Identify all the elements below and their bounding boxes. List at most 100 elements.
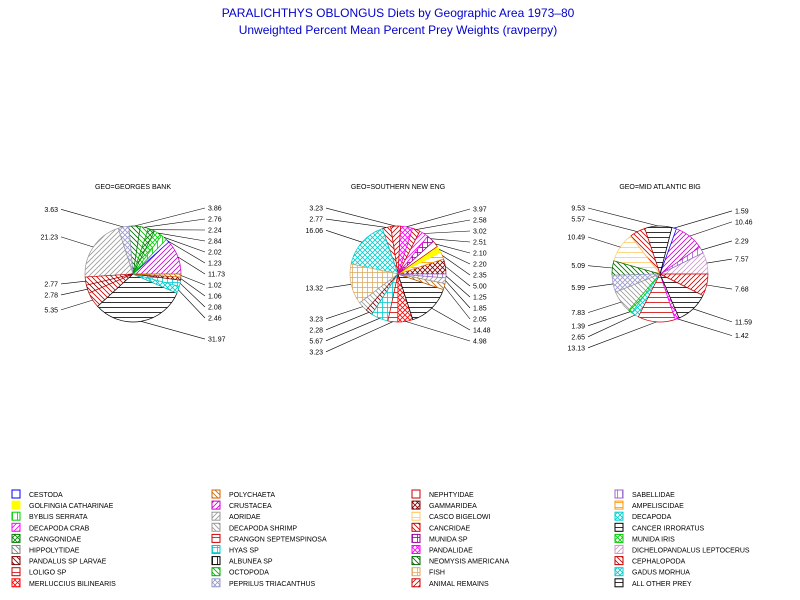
leader-line: [416, 219, 471, 230]
legend-item-cancridae: CANCRIDAE: [411, 522, 471, 532]
slice-value-label: 2.51: [473, 240, 487, 247]
pie-title: GEO=MID ATLANTIC BIG: [619, 184, 700, 191]
leader-line: [431, 307, 471, 331]
leader-line: [444, 286, 471, 320]
legend-swatch: [11, 578, 21, 588]
slice-value-label: 2.46: [208, 316, 222, 323]
legend-item-octopoda: OCTOPODA: [211, 567, 269, 577]
legend-item-neomysis-americana: NEOMYSIS AMERICANA: [411, 556, 509, 566]
slice-value-label: 3.02: [473, 229, 487, 236]
slice-value-label: 13.13: [567, 345, 585, 352]
legend-label: CRANGONIDAE: [29, 536, 81, 543]
legend-item-munida-iris: MUNIDA IRIS: [614, 533, 675, 543]
legend-swatch: [11, 522, 21, 532]
legend-label: GAMMARIDEA: [429, 503, 477, 510]
slice-value-label: 14.48: [473, 328, 491, 335]
slice-value-label: 11.59: [735, 319, 752, 326]
slice-value-label: 3.23: [309, 206, 323, 213]
leader-line: [140, 321, 206, 340]
legend-label: FISH: [429, 570, 445, 577]
leader-line: [692, 308, 733, 323]
legend-swatch: [614, 567, 624, 577]
legend-item-gammaridea: GAMMARIDEA: [411, 500, 477, 510]
slice-value-label: 2.08: [208, 305, 222, 312]
slice-value-label: 3.23: [309, 316, 323, 323]
leader-line: [587, 236, 621, 248]
legend-item-decapoda: DECAPODA: [614, 511, 672, 521]
slice-value-label: 1.39: [571, 323, 585, 330]
legend-label: GADUS MORHUA: [632, 570, 690, 577]
slice-value-label: 1.85: [473, 306, 487, 313]
legend-label: LOLIGO SP: [29, 570, 67, 577]
legend-label: SABELLIDAE: [632, 492, 675, 499]
slice-value-label: 11.73: [208, 272, 225, 279]
legend-label: CRUSTACEA: [229, 503, 272, 510]
leader-line: [445, 280, 471, 309]
leader-line: [438, 249, 471, 265]
legend-item-crangon-septemspinosa: CRANGON SEPTEMSPINOSA: [211, 533, 327, 543]
legend-swatch: [411, 533, 421, 543]
legend-item-hippolytidae: HIPPOLYTIDAE: [11, 545, 80, 555]
legend-swatch: [614, 511, 624, 521]
pie-slice-aoridae: [84, 227, 134, 278]
legend-item-pandalidae: PANDALIDAE: [411, 545, 473, 555]
legend-label: DECAPODA: [632, 514, 672, 521]
slice-value-label: 5.00: [473, 284, 487, 291]
legend-label: NEPHTYIDAE: [429, 492, 474, 499]
leader-line: [325, 306, 363, 320]
slice-value-label: 5.09: [571, 263, 585, 270]
slice-value-label: 5.57: [571, 217, 585, 224]
leader-line: [325, 284, 352, 289]
slice-value-label: 5.67: [309, 338, 323, 345]
chart-subtitle: Unweighted Percent Mean Percent Prey Wei…: [239, 23, 558, 37]
legend-label: CANCER IRRORATUS: [632, 525, 705, 532]
leader-line: [706, 284, 733, 290]
slice-value-label: 2.77: [309, 217, 323, 224]
slice-value-label: 10.49: [567, 234, 585, 241]
legend-label: MUNIDA IRIS: [632, 536, 675, 543]
legend-label: NEOMYSIS AMERICANA: [429, 559, 509, 566]
leader-line: [587, 265, 613, 269]
legend-swatch: [614, 533, 624, 543]
legend-swatch: [614, 500, 624, 510]
legend-label: HIPPOLYTIDAE: [29, 548, 80, 555]
legend: CESTODA GOLFINGIA CATHARINAE BYBLIS SERRAT…: [11, 489, 750, 588]
legend-label: PANDALUS SP LARVAE: [29, 559, 107, 566]
leader-line: [406, 208, 471, 228]
legend-swatch: [11, 545, 21, 554]
leader-line: [180, 275, 206, 286]
pie-slice-polychaeta: [132, 273, 182, 278]
leader-line: [134, 207, 206, 227]
legend-swatch: [11, 533, 21, 543]
slice-value-label: 2.84: [208, 239, 222, 246]
legend-item-polychaeta: POLYCHAETA: [211, 489, 275, 499]
legend-swatch: [411, 489, 421, 499]
legend-label: AMPELISCIDAE: [632, 503, 684, 510]
leader-line: [423, 230, 471, 234]
legend-label: CEPHALOPODA: [632, 559, 686, 566]
leader-line: [158, 232, 206, 242]
legend-label: DECAPODA SHRIMP: [229, 525, 297, 532]
legend-label: PEPRILUS TRIACANTHUS: [229, 581, 316, 588]
legend-swatch: [614, 545, 624, 554]
legend-label: OCTOPODA: [229, 570, 269, 577]
slice-value-label: 2.35: [473, 273, 487, 280]
legend-swatch: [411, 545, 421, 554]
pie-slice-sabellidae: [397, 273, 447, 279]
leader-line: [177, 256, 206, 275]
slice-value-label: 2.77: [44, 281, 58, 288]
leader-line: [677, 318, 733, 336]
pie-slice-all-other-prey: [97, 273, 178, 323]
legend-swatch: [211, 578, 221, 588]
leader-line: [701, 240, 733, 251]
legend-label: ALBUNEA SP: [229, 559, 273, 566]
legend-swatch: [411, 522, 421, 532]
legend-label: CRANGON SEPTEMSPINOSA: [229, 536, 327, 543]
legend-item-nephtyidae: NEPHTYIDAE: [411, 489, 474, 499]
legend-item-aoridae: AORIDAE: [211, 511, 261, 521]
slice-value-label: 3.23: [309, 349, 323, 356]
leader-line: [325, 218, 387, 228]
legend-swatch: [211, 567, 221, 577]
legend-label: CASCO BIGELOWI: [429, 514, 491, 521]
legend-item-cephalopoda: CEPHALOPODA: [614, 556, 686, 566]
